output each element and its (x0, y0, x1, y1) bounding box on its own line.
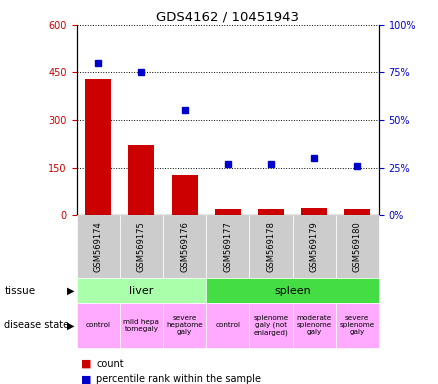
Bar (258, 209, 284, 215)
Text: disease state: disease state (4, 320, 70, 331)
Text: GSM569177: GSM569177 (223, 221, 232, 272)
Bar (344, 209, 370, 215)
Text: ▶: ▶ (67, 286, 74, 296)
Text: percentile rank within the sample: percentile rank within the sample (96, 374, 261, 384)
Bar (172, 175, 198, 215)
Text: severe
splenome
galy: severe splenome galy (339, 315, 375, 336)
Text: GSM569174: GSM569174 (94, 221, 103, 272)
Text: control: control (86, 323, 111, 328)
Text: mild hepa
tomegaly: mild hepa tomegaly (124, 319, 159, 332)
Bar (85, 79, 111, 215)
Text: GSM569175: GSM569175 (137, 221, 146, 272)
Text: moderate
splenome
galy: moderate splenome galy (297, 315, 332, 336)
Bar (215, 209, 241, 215)
Text: ■: ■ (81, 374, 92, 384)
Title: GDS4162 / 10451943: GDS4162 / 10451943 (156, 11, 299, 24)
Text: spleen: spleen (274, 286, 311, 296)
Text: GSM569178: GSM569178 (266, 221, 276, 272)
Text: count: count (96, 359, 124, 369)
Text: GSM569180: GSM569180 (353, 221, 362, 272)
Text: splenome
galy (not
enlarged): splenome galy (not enlarged) (253, 315, 289, 336)
Bar (301, 208, 327, 215)
Text: control: control (215, 323, 240, 328)
Text: severe
hepatome
galy: severe hepatome galy (166, 315, 203, 336)
Bar (128, 146, 154, 215)
Text: liver: liver (129, 286, 154, 296)
Text: GSM569179: GSM569179 (310, 221, 318, 272)
Text: tissue: tissue (4, 286, 35, 296)
Text: ■: ■ (81, 359, 92, 369)
Text: GSM569176: GSM569176 (180, 221, 189, 272)
Text: ▶: ▶ (67, 320, 74, 331)
